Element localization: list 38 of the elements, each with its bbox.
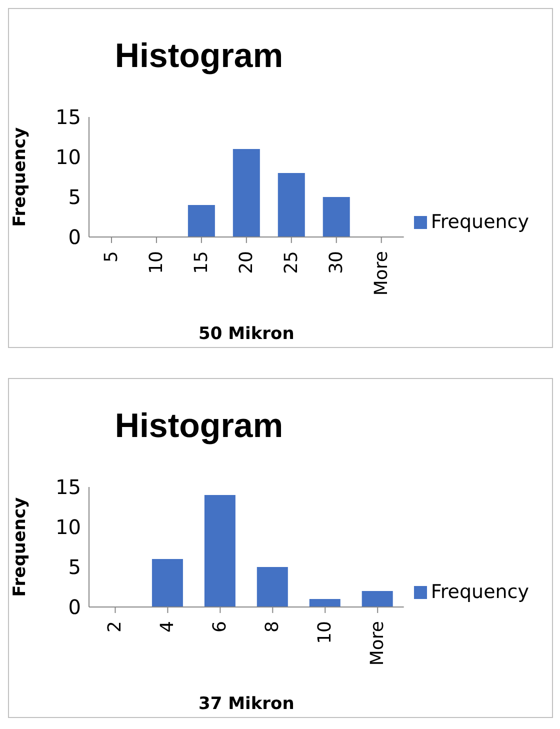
bar bbox=[309, 599, 340, 607]
x-tick-label: 20 bbox=[236, 251, 257, 274]
y-tick-label: 10 bbox=[56, 515, 81, 540]
x-tick-label: 15 bbox=[190, 251, 212, 274]
x-tick-label: 25 bbox=[280, 251, 302, 274]
y-tick-label: 15 bbox=[56, 475, 81, 500]
x-tick-label: More bbox=[370, 251, 392, 296]
bar bbox=[232, 149, 260, 237]
y-tick-label: 0 bbox=[68, 225, 81, 250]
bar bbox=[278, 173, 305, 237]
chart-title: Histogram bbox=[114, 37, 284, 76]
x-tick-label: 5 bbox=[100, 251, 122, 262]
x-tick-label: 10 bbox=[314, 621, 336, 644]
y-tick-label: 10 bbox=[56, 145, 81, 170]
x-tick-label: 30 bbox=[326, 251, 347, 274]
bar bbox=[362, 591, 393, 607]
x-axis-title: 50 Mikron bbox=[198, 324, 294, 344]
x-tick-label: More bbox=[367, 621, 388, 666]
x-axis-title: 37 Mikron bbox=[198, 694, 294, 714]
bar bbox=[188, 205, 215, 237]
legend-label: Frequency bbox=[430, 581, 529, 603]
y-axis-title: Frequency bbox=[10, 497, 30, 597]
x-tick-label: 4 bbox=[157, 621, 178, 632]
legend-label: Frequency bbox=[430, 211, 529, 233]
y-tick-label: 15 bbox=[56, 105, 81, 130]
x-tick-label: 10 bbox=[146, 251, 167, 274]
bar bbox=[256, 567, 288, 607]
chart-title: Histogram bbox=[114, 407, 284, 446]
bar bbox=[204, 495, 236, 607]
bar bbox=[322, 197, 350, 237]
y-tick-label: 5 bbox=[68, 185, 81, 210]
y-axis-title: Frequency bbox=[10, 127, 30, 227]
x-tick-label: 2 bbox=[104, 621, 126, 632]
x-tick-label: 8 bbox=[262, 621, 284, 632]
y-tick-label: 0 bbox=[68, 595, 81, 620]
y-tick-label: 5 bbox=[68, 555, 81, 580]
bar bbox=[152, 559, 183, 607]
x-tick-label: 6 bbox=[210, 621, 231, 632]
